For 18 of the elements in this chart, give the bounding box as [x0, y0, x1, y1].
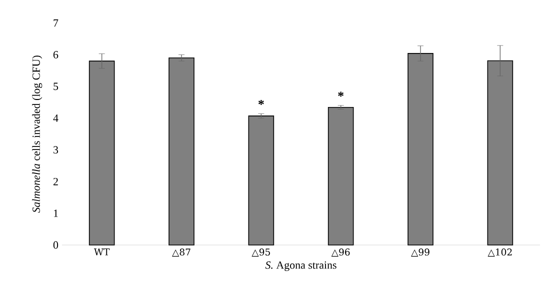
- x-tick-label: △95: [252, 248, 270, 257]
- x-tick-label: △99: [411, 248, 430, 257]
- y-axis-title: Salmonella cells invaded (log CFU): [32, 56, 42, 213]
- x-tick-label: △96: [331, 248, 350, 257]
- y-tick-label: 4: [53, 114, 58, 122]
- y-tick-label: 1: [54, 210, 58, 217]
- x-tick-label: △102: [488, 248, 512, 257]
- y-tick-label: 0: [53, 241, 58, 249]
- annotation: *: [258, 100, 264, 105]
- y-tick-label: 6: [53, 51, 58, 58]
- y-tick-label: 3: [54, 146, 58, 154]
- y-tick-label: 7: [54, 19, 58, 27]
- y-tick-label: 2: [53, 178, 58, 186]
- x-axis-title: S. Agona strains: [265, 261, 336, 272]
- annotation: *: [338, 92, 344, 97]
- x-tick-label: △87: [172, 248, 190, 257]
- x-tick-label: WT: [94, 248, 110, 256]
- y-tick-label: 5: [54, 82, 58, 90]
